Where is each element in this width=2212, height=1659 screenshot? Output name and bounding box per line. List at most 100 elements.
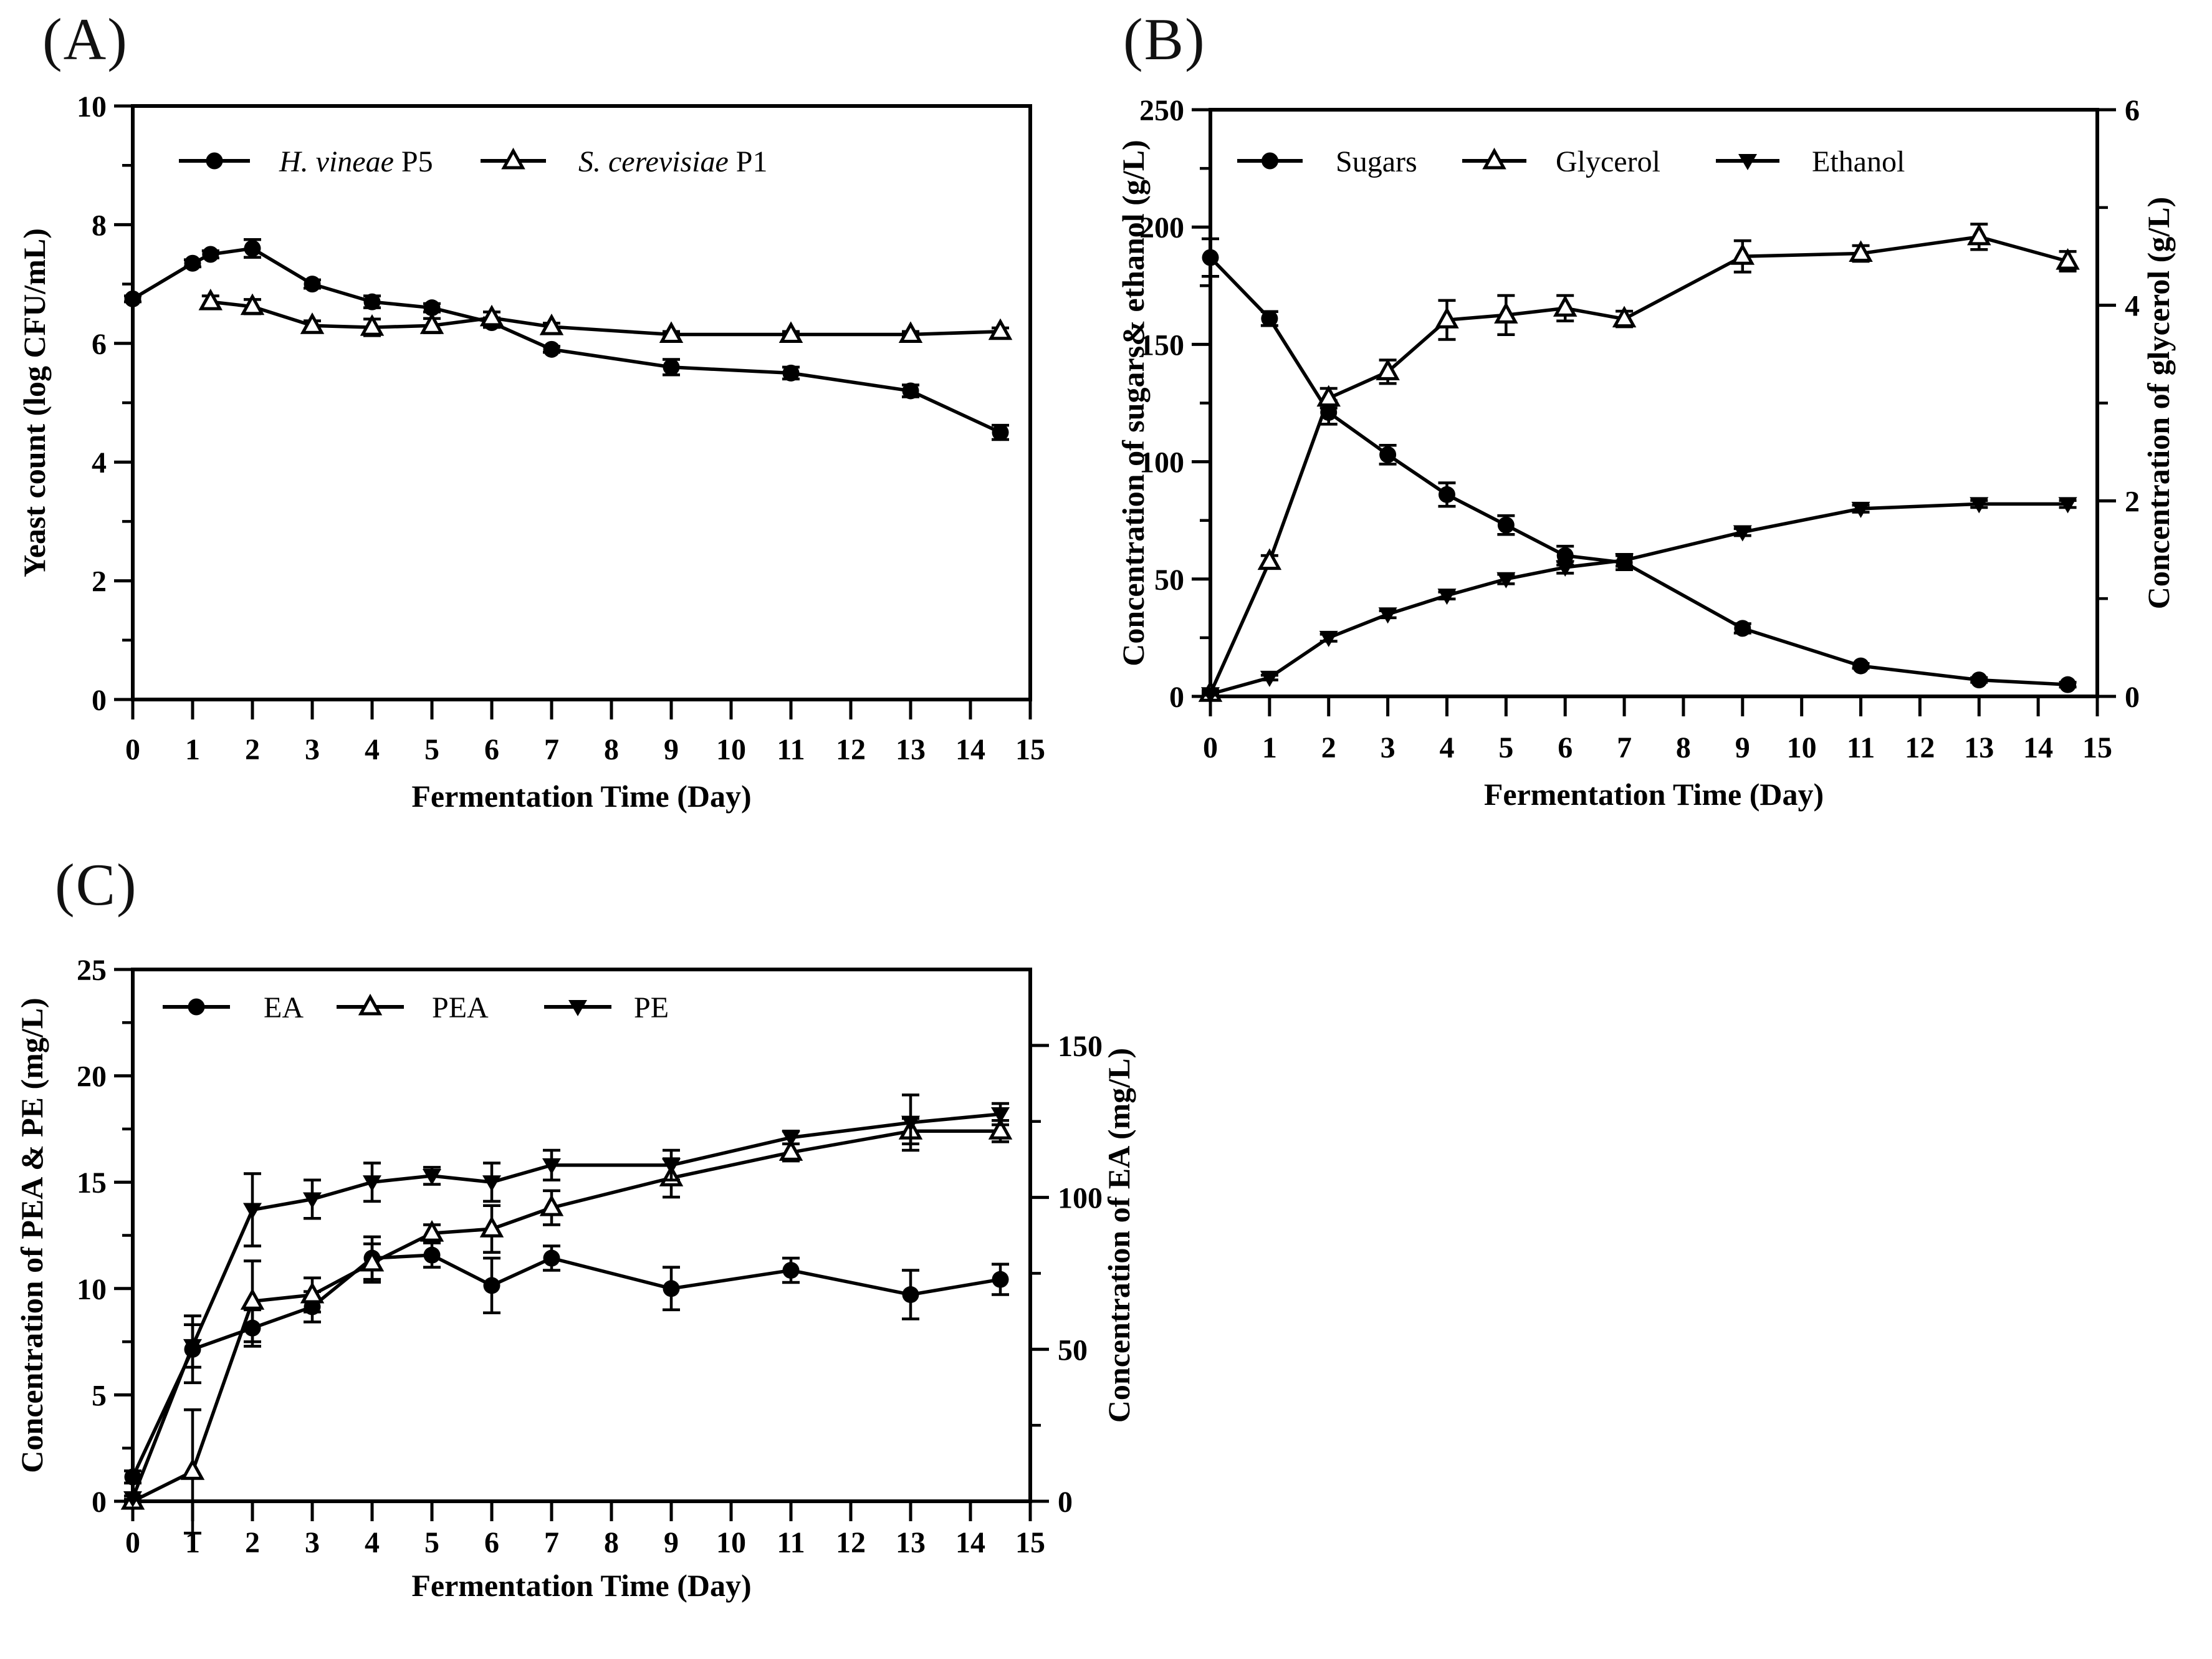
y-tick-label: 0	[92, 684, 107, 717]
data-point-open-triangle	[1257, 548, 1282, 570]
data-point-open-triangle	[240, 1288, 265, 1310]
data-point-open-triangle	[360, 1249, 385, 1272]
series-line	[132, 1129, 1000, 1503]
x-tick-label: 3	[305, 733, 320, 766]
data-point-filled-triangle	[363, 1175, 381, 1192]
series-line	[132, 246, 1002, 435]
data-point-filled-triangle	[423, 1168, 441, 1185]
panel-b-chart: 0 1 2 3 4 5 6 7 8 9 10 11 12 13 14 15050100150200250024…	[1116, 94, 2176, 812]
y-tick-label: 100	[1139, 446, 1184, 479]
y-axis-left: 0 5 10 15 20 25	[77, 954, 133, 1519]
data-point-circle	[1497, 516, 1515, 534]
x-axis: 0 1 2 3 4 5 6 7 8 9 10 11 12 13 14 15	[125, 1501, 1045, 1559]
x-tick-label: 4	[1439, 731, 1454, 764]
data-point-circle	[1970, 671, 1988, 689]
x-tick-label: 6	[484, 1526, 499, 1559]
series-line	[1210, 502, 2068, 696]
x-tick-label: 0	[125, 1526, 140, 1559]
x-tick-label: 12	[1905, 731, 1935, 764]
x-tick-label: 9	[1735, 731, 1750, 764]
data-point-filled-triangle	[1556, 560, 1575, 577]
x-tick-label: 10	[716, 1526, 746, 1559]
x-tick-label: 4	[365, 733, 380, 766]
x-tick-label: 12	[836, 733, 866, 766]
data-point-filled-triangle	[1733, 525, 1752, 542]
x-tick-label: 11	[777, 1526, 805, 1559]
x-tick-label: 6	[484, 733, 499, 766]
y-tick-label: 0	[92, 1486, 107, 1519]
x-axis: 0 1 2 3 4 5 6 7 8 9 10 11 12 13 14 15	[125, 700, 1045, 766]
data-point-circle	[1261, 310, 1278, 327]
data-point-filled-triangle	[1437, 589, 1457, 605]
data-point-open-triangle	[501, 147, 525, 170]
y-tick-label: 0	[1169, 681, 1184, 714]
data-point-circle	[992, 424, 1009, 441]
data-point-filled-triangle	[1851, 501, 1870, 518]
panel-b: (B) 0 1 2 3 4 5 6 7 8 9 10 11 12 13 14 15 0 50 100 150 200 25…	[1109, 0, 2212, 829]
y-tick-label: 15	[77, 1166, 107, 1200]
data-point-filled-triangle	[1738, 154, 1757, 170]
data-point-open-triangle	[300, 1281, 325, 1304]
data-point-circle	[483, 1277, 500, 1294]
series-line	[210, 300, 1001, 337]
y2-tick-label: 0	[1058, 1486, 1073, 1519]
x-tick-label: 0	[125, 733, 140, 766]
data-point-circle	[244, 239, 261, 257]
x-tick-label: 9	[664, 1526, 679, 1559]
data-point-circle	[124, 1468, 141, 1486]
data-point-filled-triangle	[482, 1175, 501, 1192]
data-point-open-triangle	[659, 321, 684, 344]
x-tick-label: 2	[245, 733, 260, 766]
data-point-circle	[2059, 676, 2077, 693]
y2-tick-label: 100	[1058, 1182, 1103, 1215]
data-point-open-triangle	[1967, 223, 1991, 246]
data-point-filled-triangle	[662, 1158, 681, 1175]
legend-label: S. cerevisiae P1	[578, 145, 767, 178]
data-point-filled-triangle	[991, 1107, 1010, 1124]
y-tick-label: 25	[77, 954, 107, 987]
x-axis-title: Fermentation Time (Day)	[411, 779, 751, 814]
data-point-circle	[363, 293, 381, 310]
series-sugars	[1202, 237, 2077, 693]
panel-a: (A) 0 1 2 3 4 5 6 7 8 9 10 11 12 13 14 15 0 2 4 6 8 10 Ferment…	[0, 0, 1109, 829]
x-tick-label: 7	[544, 733, 559, 766]
y-tick-label: 50	[1154, 564, 1184, 597]
data-point-circle	[1262, 152, 1278, 170]
plot-frame	[1209, 108, 2099, 698]
x-tick-label: 11	[1847, 731, 1875, 764]
panel-c-label: (C)	[55, 852, 138, 918]
panel-a-chart: 0 1 2 3 4 5 6 7 8 9 10 11 12 13 14 150246810Fermentatio…	[17, 90, 1045, 814]
data-point-open-triangle	[778, 321, 803, 344]
x-tick-label: 5	[424, 733, 439, 766]
data-point-open-triangle	[778, 1139, 803, 1161]
x-tick-label: 10	[716, 733, 746, 766]
y-axis-title: Concentration of sugars& ethanol (g/L)	[1116, 140, 1151, 666]
y2-tick-label: 0	[2125, 681, 2140, 714]
y-tick-label: 10	[77, 1273, 107, 1306]
legend-label: PEA	[432, 991, 489, 1024]
x-tick-label: 7	[544, 1526, 559, 1559]
data-point-circle	[1438, 486, 1455, 503]
data-point-filled-triangle	[243, 1203, 262, 1219]
data-point-open-triangle	[240, 293, 265, 315]
x-tick-label: 14	[955, 1526, 985, 1559]
data-point-circle	[423, 299, 441, 317]
data-point-open-triangle	[198, 289, 223, 310]
y-tick-label: 200	[1139, 211, 1184, 244]
y-tick-label: 5	[92, 1379, 107, 1412]
data-point-open-triangle	[898, 321, 923, 344]
data-point-open-triangle	[358, 993, 383, 1016]
x-tick-label: 13	[896, 1526, 926, 1559]
series-line	[1209, 256, 2068, 686]
x-tick-label: 3	[305, 1526, 320, 1559]
x-tick-label: 2	[1321, 731, 1336, 764]
data-point-circle	[304, 276, 321, 293]
data-point-open-triangle	[539, 313, 564, 335]
legend-label: PE	[634, 991, 669, 1024]
series-line	[1209, 235, 2069, 695]
y-tick-label: 20	[77, 1060, 107, 1094]
legend-label: Sugars	[1336, 145, 1417, 178]
y2-axis-title: Concentration of glycerol (g/L)	[2141, 197, 2176, 609]
data-point-circle	[543, 340, 560, 358]
